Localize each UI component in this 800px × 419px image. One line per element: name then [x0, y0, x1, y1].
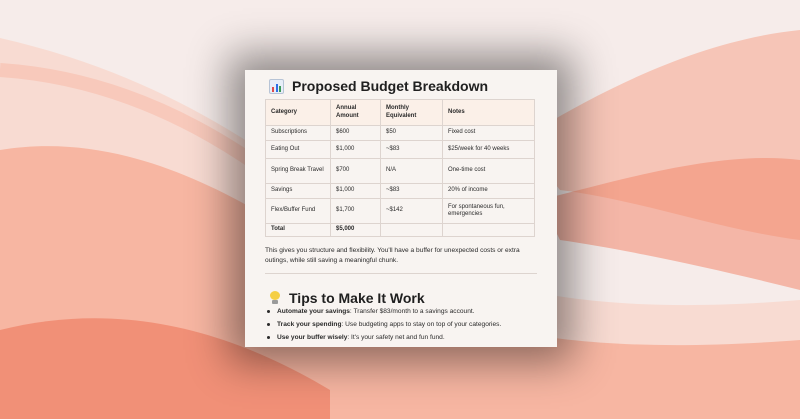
tip-text: : Transfer $83/month to a savings accoun… — [349, 308, 475, 315]
column-header: Monthly Equivalent — [380, 99, 443, 126]
table-row: Savings $1,000 ~$83 20% of income — [265, 183, 535, 199]
table-total-row: Total $5,000 — [265, 223, 535, 237]
table-row: Spring Break Travel $700 N/A One-time co… — [265, 158, 535, 184]
light-bulb-icon — [269, 291, 281, 305]
tip-text: : It's your safety net and fun fund. — [347, 334, 445, 341]
table-cell: ~$83 — [380, 140, 443, 159]
table-cell: ~$142 — [380, 198, 443, 224]
table-cell: $50 — [380, 125, 443, 141]
table-header-row: Category Annual Amount Monthly Equivalen… — [265, 99, 535, 126]
tip-label: Track your spending — [277, 321, 342, 328]
table-cell: $1,700 — [330, 198, 381, 224]
heading-tips-text: Tips to Make It Work — [289, 290, 425, 306]
list-item: Track your spending: Use budgeting apps … — [265, 321, 547, 334]
table-cell: Fixed cost — [442, 125, 535, 141]
table-cell — [442, 223, 535, 237]
summary-paragraph: This gives you structure and flexibility… — [265, 247, 520, 264]
table-row: Flex/Buffer Fund $1,700 ~$142 For sponta… — [265, 198, 535, 224]
section-heading-budget: Proposed Budget Breakdown — [269, 78, 488, 94]
column-header: Notes — [442, 99, 535, 126]
table-cell: $1,000 — [330, 183, 381, 199]
table-cell: $25/week for 40 weeks — [442, 140, 535, 159]
section-heading-tips: Tips to Make It Work — [269, 290, 425, 306]
column-header: Category — [265, 99, 331, 126]
table-cell: $700 — [330, 158, 381, 184]
table-cell — [380, 223, 443, 237]
table-row: Subscriptions $600 $50 Fixed cost — [265, 125, 535, 141]
table-cell: ~$83 — [380, 183, 443, 199]
heading-budget-text: Proposed Budget Breakdown — [292, 78, 489, 94]
table-cell: Subscriptions — [265, 125, 331, 141]
table-cell: Savings — [265, 183, 331, 199]
column-header: Annual Amount — [330, 99, 381, 126]
table-cell: N/A — [380, 158, 443, 184]
table-cell: Eating Out — [265, 140, 331, 159]
chat-response-card: Proposed Budget Breakdown Category Annua… — [245, 70, 557, 347]
table-row: Eating Out $1,000 ~$83 $25/week for 40 w… — [265, 140, 535, 159]
divider — [265, 273, 537, 274]
table-cell: $600 — [330, 125, 381, 141]
table-cell: For spontaneous fun, emergencies — [442, 198, 535, 224]
table-cell: Flex/Buffer Fund — [265, 198, 331, 224]
list-item: Automate your savings: Transfer $83/mont… — [265, 308, 547, 321]
tip-text: : Use budgeting apps to stay on top of y… — [341, 321, 502, 328]
table-cell: 20% of income — [442, 183, 535, 199]
table-cell: One-time cost — [442, 158, 535, 184]
table-cell: $1,000 — [330, 140, 381, 159]
budget-table: Category Annual Amount Monthly Equivalen… — [265, 99, 535, 237]
table-cell: Total — [265, 223, 331, 237]
tip-label: Use your buffer wisely — [277, 334, 348, 341]
table-cell: $5,000 — [330, 223, 381, 237]
list-item: Use your buffer wisely: It's your safety… — [265, 334, 547, 347]
tips-list: Automate your savings: Transfer $83/mont… — [265, 308, 547, 347]
bar-chart-icon — [269, 78, 284, 94]
table-cell: Spring Break Travel — [265, 158, 331, 184]
tip-label: Automate your savings — [277, 308, 350, 315]
